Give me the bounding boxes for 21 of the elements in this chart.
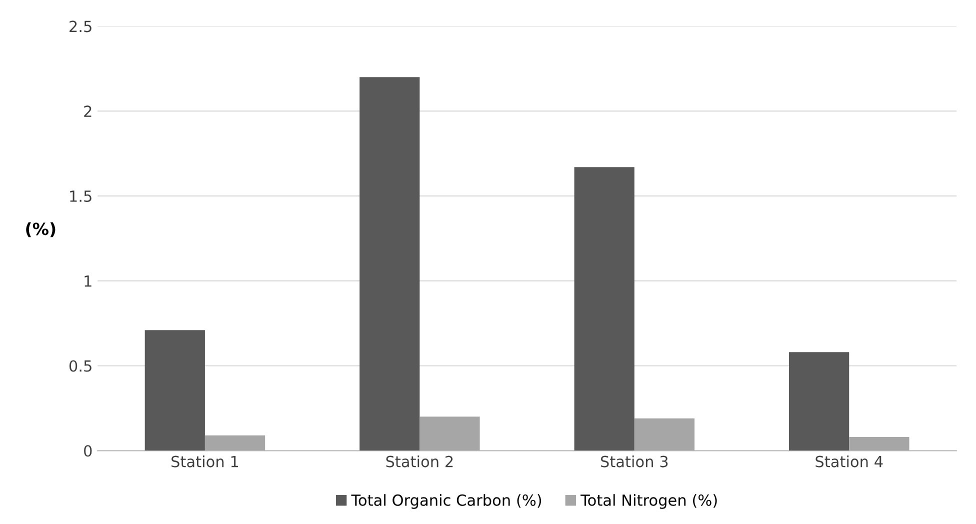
bar — [204, 435, 266, 451]
bar — [789, 352, 850, 451]
y-axis-title: (%) — [26, 222, 56, 238]
legend-label: Total Organic Carbon (%) — [351, 494, 542, 509]
y-tick-label: 2.5 — [70, 20, 92, 32]
bar — [144, 330, 205, 451]
x-tick-label: Station 3 — [600, 456, 668, 468]
x-tick-label: Station 1 — [172, 456, 238, 468]
y-tick-label: 0 — [84, 445, 92, 457]
x-tick-label: Station 2 — [386, 456, 453, 468]
y-tick-label: 1.5 — [70, 190, 92, 202]
y-tick-label: 0.5 — [69, 360, 92, 372]
bar — [360, 77, 420, 451]
bar — [420, 416, 480, 451]
bar — [849, 437, 910, 451]
bar — [574, 167, 634, 451]
y-tick-label: 2 — [84, 106, 92, 117]
y-tick-label: 1 — [84, 276, 92, 287]
x-tick-label: Station 4 — [816, 456, 883, 468]
legend-label: Total Nitrogen (%) — [580, 494, 717, 509]
bar — [634, 418, 695, 451]
